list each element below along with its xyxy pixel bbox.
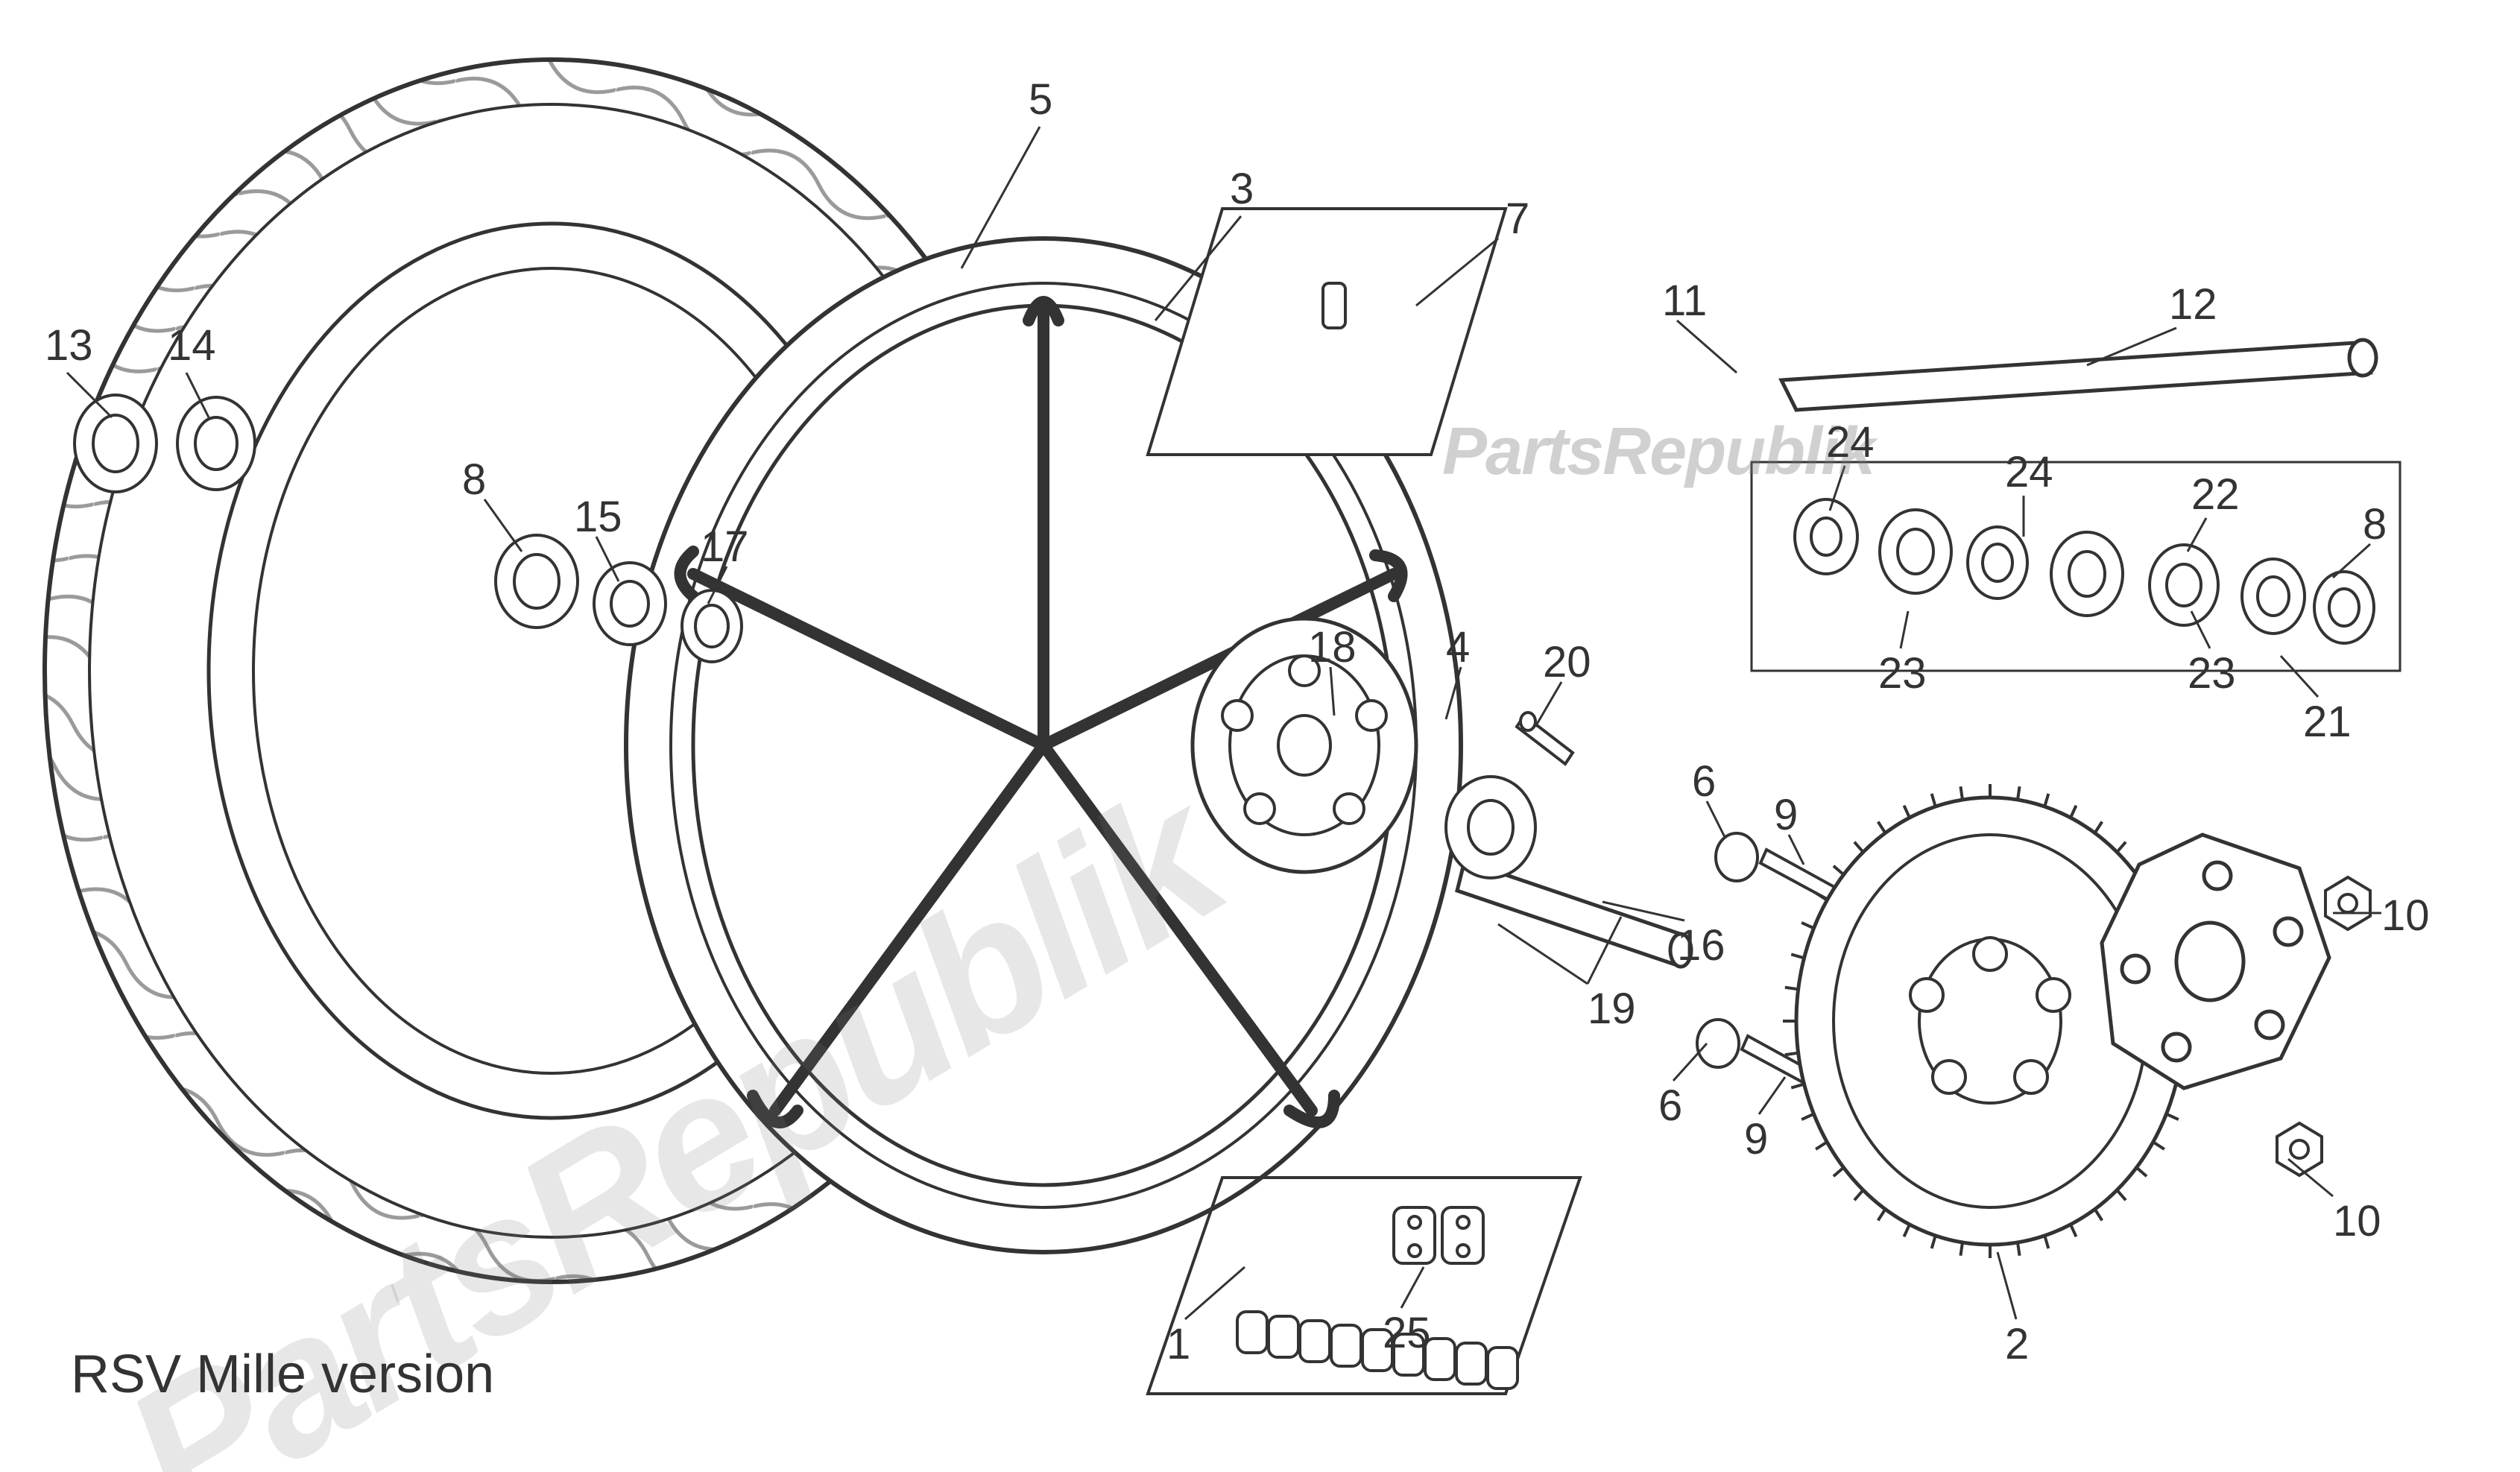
callout-12: 12 bbox=[2169, 279, 2217, 329]
callout-9: 9 bbox=[1774, 790, 1798, 840]
callout-8: 8 bbox=[462, 455, 486, 505]
diagram-stage: PartsRepublik PartsRepublik RSV Mille ve… bbox=[0, 0, 2520, 1472]
bearing-19 bbox=[1446, 777, 1535, 878]
callout-21: 21 bbox=[2303, 697, 2352, 747]
callout-18: 18 bbox=[1308, 622, 1357, 672]
callout-23: 23 bbox=[2188, 648, 2236, 698]
callout-7: 7 bbox=[1506, 194, 1529, 244]
callout-10: 10 bbox=[2381, 891, 2430, 941]
callout-8: 8 bbox=[2363, 499, 2387, 549]
callout-15: 15 bbox=[574, 492, 622, 542]
callout-13: 13 bbox=[45, 320, 93, 370]
callout-3: 3 bbox=[1230, 164, 1254, 214]
callout-11: 11 bbox=[1662, 276, 1707, 326]
callout-6: 6 bbox=[1658, 1081, 1682, 1131]
callout-5: 5 bbox=[1029, 75, 1052, 124]
tag-plate bbox=[1148, 209, 1506, 455]
bearings-right bbox=[1752, 462, 2400, 671]
version-caption: RSV Mille version bbox=[71, 1344, 494, 1405]
callout-17: 17 bbox=[701, 522, 749, 572]
callout-22: 22 bbox=[2191, 470, 2240, 519]
callout-20: 20 bbox=[1543, 637, 1591, 687]
callout-19: 19 bbox=[1588, 984, 1636, 1034]
callout-14: 14 bbox=[168, 320, 216, 370]
callout-25: 25 bbox=[1383, 1308, 1431, 1358]
nut-10a bbox=[2325, 877, 2370, 929]
callout-4: 4 bbox=[1446, 622, 1470, 672]
callout-9: 9 bbox=[1744, 1114, 1768, 1164]
callout-1: 1 bbox=[1166, 1319, 1190, 1369]
chain-group bbox=[1148, 1178, 1580, 1394]
callout-16: 16 bbox=[1677, 920, 1725, 970]
callout-24: 24 bbox=[2005, 447, 2053, 497]
exploded-drawing bbox=[0, 0, 2520, 1472]
callout-24: 24 bbox=[1826, 417, 1875, 467]
axle bbox=[1781, 340, 2376, 410]
sprocket-flange bbox=[2102, 835, 2329, 1088]
callout-6: 6 bbox=[1692, 756, 1716, 806]
callout-23: 23 bbox=[1878, 648, 1927, 698]
callout-10: 10 bbox=[2333, 1196, 2381, 1246]
screw-20 bbox=[1517, 713, 1573, 764]
callout-2: 2 bbox=[2005, 1319, 2029, 1369]
